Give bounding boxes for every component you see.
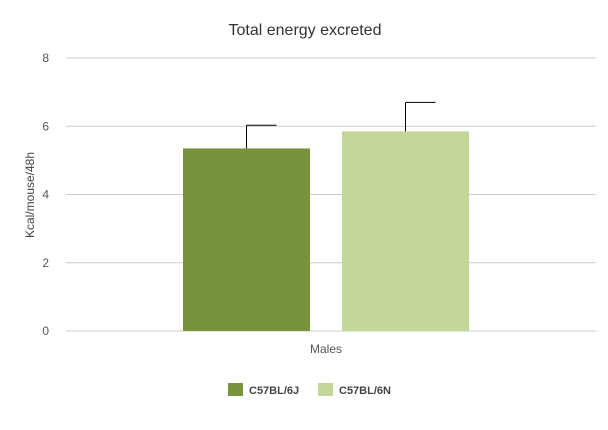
y-tick-label: 2 [42, 256, 49, 270]
chart-title: Total energy excreted [229, 22, 382, 39]
y-tick-label: 8 [42, 51, 49, 65]
y-tick-label: 6 [42, 119, 49, 133]
legend-item: C57BL/6J [228, 383, 299, 397]
legend: C57BL/6J C57BL/6N [228, 383, 391, 397]
legend-item: C57BL/6N [318, 383, 391, 397]
x-axis-ticks: Males [310, 342, 342, 356]
legend-label: C57BL/6N [339, 385, 391, 397]
y-axis-ticks: 0 2 4 6 8 [42, 51, 49, 338]
y-tick-label: 0 [42, 324, 49, 338]
bars [183, 101, 469, 331]
bar [183, 148, 310, 331]
legend-label: C57BL/6J [249, 385, 299, 397]
legend-swatch [318, 383, 333, 396]
legend-swatch [228, 383, 243, 396]
bar [342, 131, 469, 331]
y-tick-label: 4 [42, 188, 49, 202]
y-axis-label: Kcal/mouse/48h [23, 152, 37, 238]
gridlines [66, 57, 596, 332]
x-tick-label: Males [310, 342, 342, 356]
